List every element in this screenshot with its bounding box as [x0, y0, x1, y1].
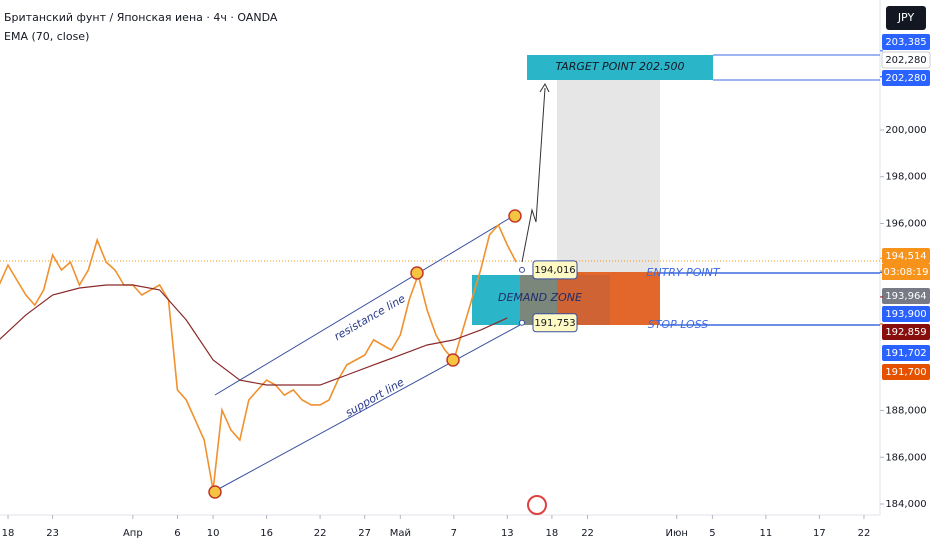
pivot-marker: [508, 209, 522, 223]
x-tick-label: 22: [858, 528, 871, 539]
price-tag-label: 191,702: [885, 348, 926, 359]
target-label: TARGET POINT 202.500: [555, 60, 684, 73]
price-tag-label: 203,385: [885, 37, 926, 48]
price-tag: [882, 324, 930, 340]
price-tag-label: 191,700: [885, 367, 926, 378]
countdown-tag: [882, 264, 930, 280]
price-tag-label: 194,514: [885, 251, 926, 262]
x-tick-label: 17: [813, 528, 826, 539]
arrow-head: [539, 82, 550, 93]
x-tick-label: 22: [314, 528, 327, 539]
x-tick-label: 16: [260, 528, 273, 539]
price-line: [0, 223, 517, 491]
callout-label: 191,753: [534, 318, 575, 329]
y-tick-label: 184,000: [885, 499, 926, 510]
x-tick-label: 6: [174, 528, 180, 539]
currency-label[interactable]: JPY: [897, 11, 915, 24]
callout-label: 194,016: [534, 265, 575, 276]
x-tick-label: 18: [546, 528, 559, 539]
x-tick-label: 11: [760, 528, 773, 539]
price-tag: [882, 306, 930, 322]
demand-label: DEMAND ZONE: [498, 291, 582, 304]
y-tick-label: 186,000: [885, 452, 926, 463]
x-tick-label: 18: [2, 528, 15, 539]
pivot-marker: [208, 485, 222, 499]
x-tick-label: 13: [501, 528, 514, 539]
target-box: [527, 55, 713, 80]
price-tag: [881, 51, 931, 69]
x-tick-label: 23: [46, 528, 59, 539]
resistance-line: [214, 214, 516, 396]
support-line: [212, 324, 521, 493]
indicator-label: EMA (70, close): [4, 30, 89, 43]
price-tag-label: 193,964: [885, 291, 926, 302]
y-tick-label: 200,000: [885, 125, 926, 136]
price-tag: [882, 34, 930, 50]
price-tag-label: 202,280: [885, 55, 926, 66]
chart-title: Британский фунт / Японская иена · 4ч · O…: [4, 11, 278, 24]
price-tag: [882, 364, 930, 380]
event-icon[interactable]: [527, 495, 547, 515]
x-tick-label: 7: [451, 528, 457, 539]
price-tag-label: 193,900: [885, 309, 926, 320]
ema-line: [0, 284, 508, 386]
x-tick-label: Апр: [123, 528, 143, 539]
y-tick-label: 196,000: [885, 218, 926, 229]
currency-badge[interactable]: [886, 6, 926, 30]
pivot-marker: [446, 353, 460, 367]
price-tag-label: 192,859: [885, 327, 926, 338]
x-tick-label: 27: [358, 528, 371, 539]
callout-point: [519, 266, 525, 273]
y-tick-label: 188,000: [885, 406, 926, 417]
price-tag: [882, 345, 930, 361]
y-tick-label: 198,000: [885, 172, 926, 183]
pivot-marker: [410, 266, 424, 280]
callout-box: [532, 260, 578, 280]
price-tag-label: 202,280: [885, 73, 926, 84]
price-tag: [882, 70, 930, 86]
callout-box: [532, 313, 578, 333]
x-tick-label: Июн: [665, 528, 687, 539]
x-tick-label: 10: [207, 528, 220, 539]
x-tick-label: Май: [390, 528, 411, 539]
entry-label: ENTRY POINT: [646, 266, 721, 279]
callout-point: [519, 319, 525, 326]
projection-arrow: [521, 87, 546, 263]
stop-label: STOP LOSS: [648, 318, 709, 331]
price-tag: [882, 288, 930, 304]
countdown-label: 03:08:19: [884, 267, 929, 278]
target-area: [557, 80, 660, 272]
x-tick-label: 22: [581, 528, 594, 539]
price-tag: [882, 248, 930, 264]
x-tick-label: 5: [709, 528, 715, 539]
